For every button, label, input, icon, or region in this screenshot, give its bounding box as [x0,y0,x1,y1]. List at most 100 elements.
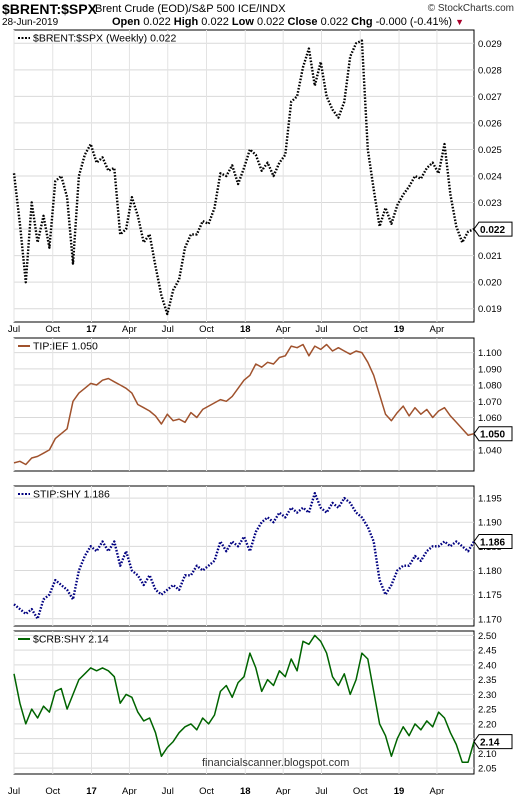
y-tick-label: 2.25 [478,705,497,716]
y-tick-label: 1.170 [478,614,502,625]
y-tick-label: 0.028 [478,65,502,76]
legend-label: STIP:SHY 1.186 [33,489,110,501]
chart-panel-4: 2.502.452.402.352.302.252.202.152.102.05… [13,630,513,775]
y-tick-label: 0.026 [478,118,502,129]
last-value-tag: 1.186 [473,534,513,550]
x-axis-top: Jul Oct 17 Apr Jul Oct 18 Apr Jul Oct 19 Apr [8,324,444,335]
open-value: 0.022 [143,16,171,28]
y-tick-label: 1.070 [478,397,502,408]
x-tick-label: Jul [8,324,20,335]
panel-frame [13,485,475,627]
last-value-tag: 0.022 [473,221,513,237]
chg-value: -0.000 (-0.41%) [375,16,453,28]
y-tick-label: 0.029 [478,39,502,50]
y-tick-label: 2.20 [478,719,497,730]
last-value-tag: 2.14 [473,734,513,750]
down-arrow-icon: ▼ [455,17,465,27]
close-value: 0.022 [320,16,349,28]
x-tick-label: Apr [276,786,291,795]
legend: STIP:SHY 1.186 [18,489,110,501]
panel-frame [13,630,475,775]
y-tick-label: 1.175 [478,590,502,601]
ohlc-readout: Open 0.022 High 0.022 Low 0.022 Close 0.… [112,16,464,28]
last-value-label: 1.050 [480,430,505,441]
y-tick-label: 1.060 [478,413,502,424]
y-tick-label: 1.090 [478,364,502,375]
last-value-label: 0.022 [480,225,505,236]
x-tick-label: Apr [430,786,445,795]
chg-label: Chg [351,16,373,28]
x-tick-label: 17 [86,324,97,335]
y-tick-label: 0.025 [478,145,502,156]
watermark-text: financialscanner.blogspot.com [202,757,349,769]
chart-panel-2: 1.100 1.090 1.080 1.070 1.060 1.050 1.040 TIP:I… [13,337,513,472]
series-line [13,492,476,620]
legend: $BRENT:$SPX (Weekly) 0.022 [18,33,177,45]
x-tick-label: Oct [45,786,60,795]
close-label: Close [287,16,318,28]
panel-frame [13,337,475,472]
x-tick-label: Apr [122,786,137,795]
x-tick-label: Jul [8,786,20,795]
high-value: 0.022 [201,16,229,28]
chart-header: $BRENT:$SPX Brent Crude (EOD)/S&P 500 IC… [0,0,520,32]
x-axis-bottom: Jul Oct 17 Apr Jul Oct 18 Apr Jul Oct 19 Apr [8,786,444,795]
x-tick-label: Jul [315,786,327,795]
quote-date: 28-Jun-2019 [2,17,59,28]
low-label: Low [231,16,254,28]
x-tick-label: 17 [86,786,97,795]
low-value: 0.022 [256,16,285,28]
y-tick-label: 0.027 [478,92,502,103]
y-tick-label: 0.024 [478,172,502,183]
legend: $CRB:SHY 2.14 [18,634,109,646]
x-tick-label: Oct [353,786,368,795]
y-tick-label: 0.020 [478,278,502,289]
legend-label: TIP:IEF 1.050 [33,341,98,353]
y-tick-label: 1.080 [478,381,502,392]
y-tick-label: 2.50 [478,631,497,642]
y-tick-label: 0.021 [478,251,502,262]
x-tick-label: Apr [276,324,291,335]
last-value-box [473,426,513,442]
last-value-label: 1.186 [480,538,505,549]
x-tick-label: Jul [162,324,174,335]
last-value-box [473,221,513,237]
x-tick-label: Apr [122,324,137,335]
y-tick-label: 2.05 [478,764,497,775]
chart-panel-1: 0.029 0.028 0.027 0.026 0.025 0.024 0.023 0.022… [12,29,513,323]
y-tick-label: 2.45 [478,646,497,657]
y-tick-label: 2.10 [478,749,497,760]
symbol-title: $BRENT:$SPX [2,1,97,17]
x-tick-label: Oct [199,324,214,335]
last-value-box [473,734,513,750]
x-tick-label: 19 [394,324,405,335]
y-tick-label: 1.195 [478,494,502,505]
open-label: Open [112,16,141,28]
legend-label: $BRENT:$SPX (Weekly) 0.022 [33,33,177,45]
x-tick-label: 18 [240,324,251,335]
x-tick-label: Oct [45,324,60,335]
y-tick-label: 1.100 [478,348,502,359]
x-tick-label: Oct [199,786,214,795]
x-tick-label: 19 [394,786,405,795]
symbol-description: Brent Crude (EOD)/S&P 500 ICE/INDX [95,3,286,15]
y-tick-label: 2.35 [478,675,497,686]
legend-label: $CRB:SHY 2.14 [33,634,109,646]
last-value-label: 2.14 [480,738,500,749]
y-tick-label: 1.040 [478,445,502,456]
high-label: High [173,16,199,28]
y-tick-label: 1.190 [478,518,502,529]
x-tick-label: Apr [430,324,445,335]
last-value-tag: 1.050 [473,426,513,442]
x-tick-label: Jul [315,324,327,335]
x-tick-label: Oct [353,324,368,335]
y-tick-label: 1.180 [478,566,502,577]
series-line [12,39,475,316]
y-tick-label: 2.30 [478,690,497,701]
x-tick-label: 18 [240,786,251,795]
y-tick-label: 0.023 [478,198,502,209]
brand-logo[interactable]: © StockCharts.com [427,3,514,14]
series-line [13,343,475,466]
x-tick-label: Jul [162,786,174,795]
